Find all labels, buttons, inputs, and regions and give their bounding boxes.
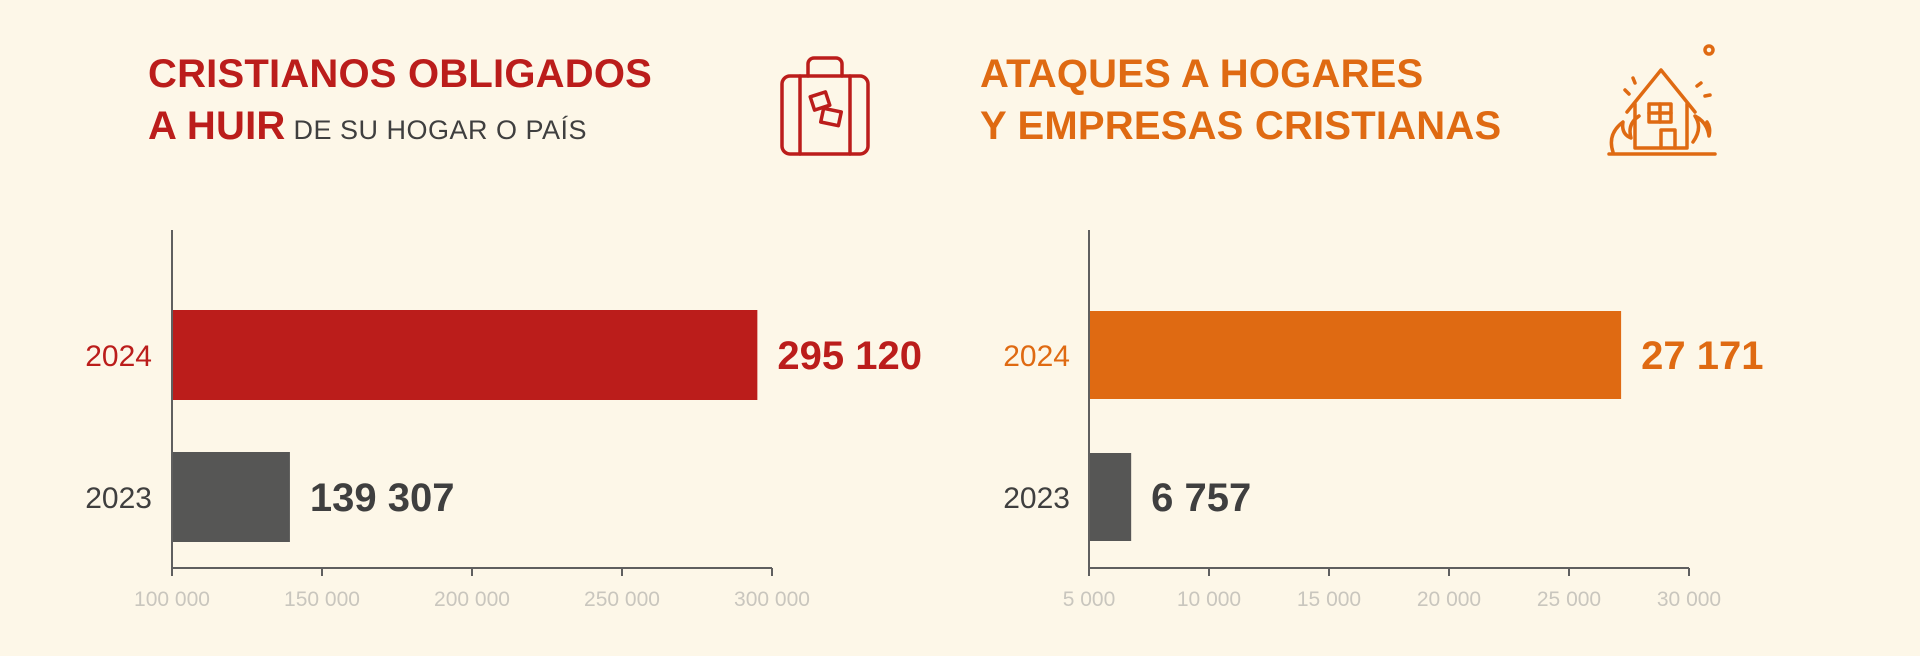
x-tick-label: 100 000 (134, 588, 210, 611)
chart-panel-attacks: ATAQUES A HOGARES Y EMPRESAS CRISTIANAS … (960, 0, 1920, 656)
x-tick-label: 5 000 (1063, 588, 1116, 611)
x-tick-label: 20 000 (1417, 588, 1481, 611)
x-tick-label: 200 000 (434, 588, 510, 611)
x-tick-label: 150 000 (284, 588, 360, 611)
bar-2024 (172, 310, 757, 400)
refugees-bar-chart: 2024 295 120 2023 139 307 100 000 150 000 200 … (0, 0, 960, 656)
value-label-2024: 27 171 (1641, 334, 1763, 378)
x-tick-label: 25 000 (1537, 588, 1601, 611)
x-tick-label: 15 000 (1297, 588, 1361, 611)
bar-2023 (172, 452, 290, 542)
x-tick-label: 300 000 (734, 588, 810, 611)
bar-2023 (1089, 453, 1131, 541)
bar-2024 (1089, 311, 1621, 399)
category-label-2024: 2024 (85, 340, 152, 373)
x-tick-label: 250 000 (584, 588, 660, 611)
value-label-2023: 6 757 (1151, 476, 1251, 520)
value-label-2024: 295 120 (777, 334, 922, 378)
attacks-bar-chart: 2024 27 171 2023 6 757 5 000 10 000 15 000 20 0… (960, 0, 1920, 656)
category-label-2023: 2023 (85, 482, 152, 515)
value-label-2023: 139 307 (310, 476, 455, 520)
category-label-2023: 2023 (1003, 482, 1070, 515)
x-tick-label: 10 000 (1177, 588, 1241, 611)
x-tick-label: 30 000 (1657, 588, 1721, 611)
category-label-2024: 2024 (1003, 340, 1070, 373)
chart-panel-refugees: CRISTIANOS OBLIGADOS A HUIRDE SU HOGAR O… (0, 0, 960, 656)
